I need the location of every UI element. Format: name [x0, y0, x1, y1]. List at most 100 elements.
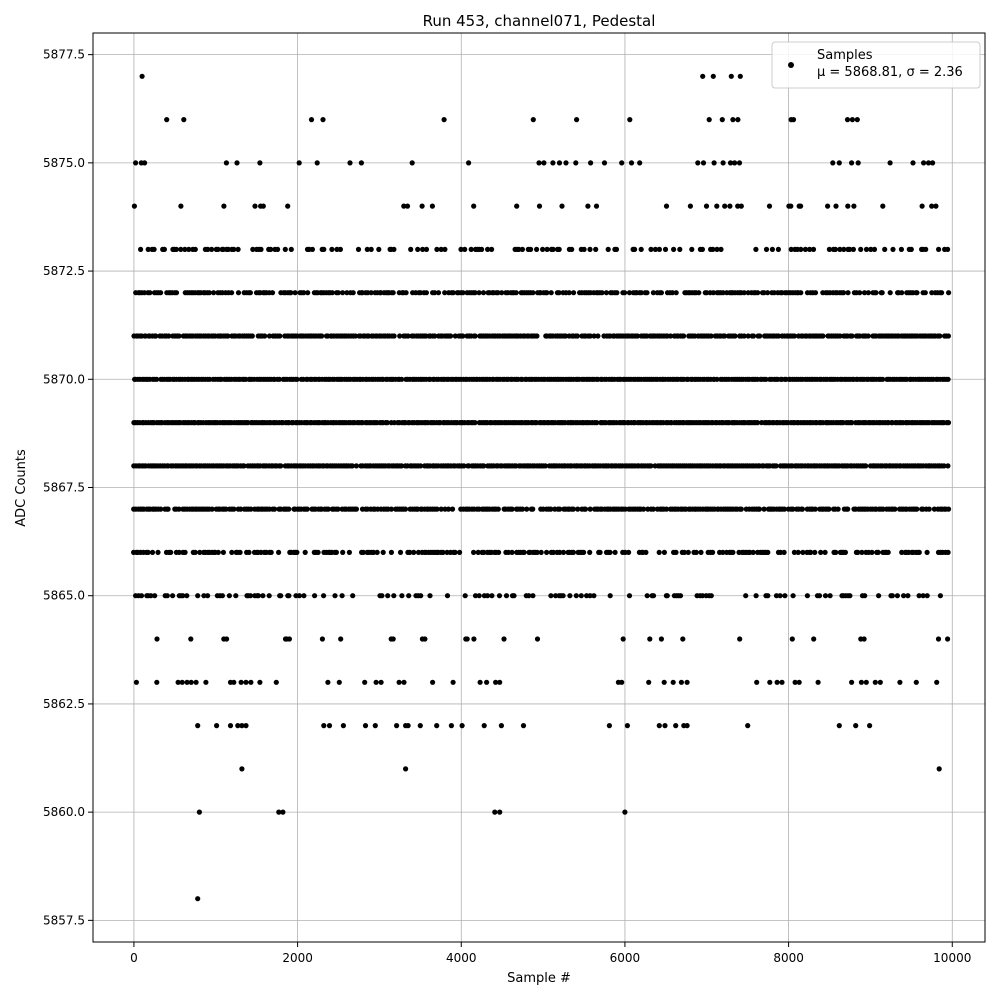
data-point: [753, 246, 759, 252]
data-point: [401, 203, 407, 209]
data-point: [333, 549, 339, 556]
data-point: [276, 549, 282, 556]
data-point: [235, 723, 241, 729]
data-point: [161, 246, 167, 252]
data-point: [573, 593, 579, 599]
data-point: [622, 290, 628, 296]
data-point: [788, 203, 794, 209]
x-tick-label: 0: [130, 951, 138, 965]
data-point: [173, 246, 179, 252]
data-point: [234, 160, 240, 166]
data-point: [556, 290, 562, 296]
data-point: [548, 593, 554, 599]
data-point: [326, 723, 333, 729]
data-point: [750, 333, 757, 339]
data-point: [582, 506, 589, 512]
data-point: [501, 636, 507, 642]
data-point: [368, 290, 374, 296]
data-point: [945, 333, 952, 339]
data-point: [519, 506, 526, 512]
data-point: [756, 506, 763, 512]
data-point: [211, 290, 217, 296]
data-point: [847, 593, 853, 599]
data-point: [913, 679, 919, 685]
data-point: [861, 636, 867, 642]
data-point: [530, 593, 536, 599]
data-point: [670, 679, 676, 685]
data-point: [142, 160, 148, 166]
data-point: [353, 463, 359, 469]
data-point: [353, 506, 359, 512]
data-point: [238, 679, 244, 685]
data-point: [632, 246, 638, 252]
data-point: [196, 809, 202, 815]
data-point: [325, 679, 331, 685]
data-point: [578, 593, 584, 599]
y-tick-label: 5872.5: [43, 264, 85, 278]
data-point: [916, 549, 922, 556]
data-point: [922, 290, 928, 296]
data-point: [612, 549, 618, 556]
data-point: [587, 333, 593, 339]
y-tick-label: 5862.5: [43, 697, 85, 711]
data-point: [798, 203, 804, 209]
data-point: [519, 246, 526, 252]
data-point: [836, 160, 842, 166]
data-point: [275, 246, 281, 252]
data-point: [243, 723, 249, 729]
data-point: [362, 723, 369, 729]
data-point: [239, 723, 245, 729]
data-point: [235, 290, 242, 296]
data-point: [684, 679, 690, 685]
data-point: [560, 549, 567, 556]
data-point: [380, 549, 386, 556]
data-point: [294, 376, 300, 382]
data-point: [390, 290, 396, 296]
data-point: [516, 246, 522, 252]
data-point: [708, 333, 714, 339]
data-point: [837, 246, 843, 252]
data-point: [581, 549, 587, 556]
data-point: [195, 896, 201, 902]
data-point: [235, 246, 241, 252]
data-point: [371, 549, 377, 556]
data-point: [700, 73, 706, 79]
data-point: [685, 549, 691, 556]
data-point: [133, 160, 139, 166]
data-point: [513, 290, 519, 296]
data-point: [624, 723, 631, 729]
data-point: [588, 160, 594, 166]
data-point: [788, 246, 794, 252]
data-point: [553, 593, 559, 599]
data-point: [481, 723, 487, 729]
data-point: [138, 246, 144, 252]
data-point: [832, 246, 839, 252]
data-point: [321, 246, 327, 252]
data-point: [138, 593, 145, 599]
data-point: [403, 290, 409, 296]
data-point: [445, 506, 452, 512]
data-point: [272, 506, 278, 512]
data-point: [497, 679, 503, 685]
data-point: [782, 593, 788, 599]
data-point: [258, 246, 264, 252]
y-tick-label: 5870.0: [43, 372, 85, 386]
data-point: [514, 203, 520, 209]
data-point: [492, 809, 498, 815]
data-point: [498, 723, 504, 729]
data-point: [145, 549, 151, 556]
data-point: [319, 333, 325, 339]
y-tick-label: 5867.5: [43, 481, 85, 495]
y-tick-label: 5860.0: [43, 805, 85, 819]
data-point: [802, 246, 809, 252]
data-point: [262, 333, 268, 339]
data-point: [505, 549, 511, 556]
data-point: [266, 333, 273, 339]
data-point: [195, 593, 201, 599]
data-point: [360, 549, 366, 556]
data-point: [593, 203, 600, 209]
data-point: [278, 593, 284, 599]
data-point: [736, 160, 743, 166]
data-point: [587, 246, 593, 252]
data-point: [835, 506, 841, 512]
